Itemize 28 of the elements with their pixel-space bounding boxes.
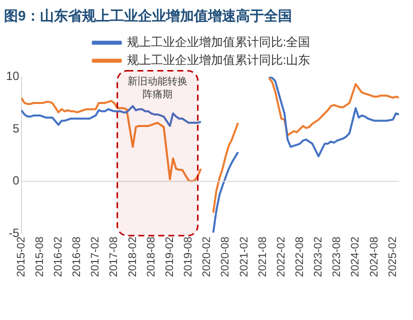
x-tick-label: 2016-08 <box>71 236 84 278</box>
legend-label: 规上工业企业增加值累计同比:山东 <box>126 53 310 68</box>
x-tick-label: 2016-02 <box>52 236 65 278</box>
x-tick-label: 2021-02 <box>238 236 250 278</box>
x-tick-label: 2015-08 <box>34 236 46 278</box>
x-tick-label: 2019-02 <box>164 236 176 278</box>
chart-title: 图9：山东省规上工业企业增加值增速高于全国 <box>4 7 292 24</box>
x-tick-label: 2015-02 <box>15 236 28 278</box>
x-tick-label: 2018-02 <box>126 236 139 278</box>
x-tick-label: 2020-08 <box>220 236 232 278</box>
x-tick-label: 2023-08 <box>331 236 344 278</box>
x-tick-label: 2024-02 <box>350 236 362 278</box>
x-tick-label: 2018-08 <box>145 236 158 278</box>
x-tick-label: 2022-02 <box>275 236 288 278</box>
band-label: 新旧动能转换阵痛期 <box>128 76 188 101</box>
legend-label: 规上工业企业增加值累计同比:全国 <box>126 35 310 50</box>
x-tick-label: 2023-02 <box>312 236 325 278</box>
x-tick-label: 2017-02 <box>90 236 102 278</box>
x-tick-label: 2019-08 <box>182 236 195 278</box>
x-tick-label: 2017-08 <box>108 236 120 278</box>
x-tick-label: 2025-02 <box>386 236 399 278</box>
y-tick-label: 10 <box>6 69 20 84</box>
y-tick-label: 5 <box>12 121 20 136</box>
x-tick-label: 2022-08 <box>294 236 306 278</box>
x-tick-label: 2024-08 <box>368 236 380 278</box>
y-tick-label: 0 <box>12 174 20 188</box>
x-tick-label: 2020-02 <box>201 236 214 278</box>
x-tick-label: 2021-08 <box>256 236 269 278</box>
